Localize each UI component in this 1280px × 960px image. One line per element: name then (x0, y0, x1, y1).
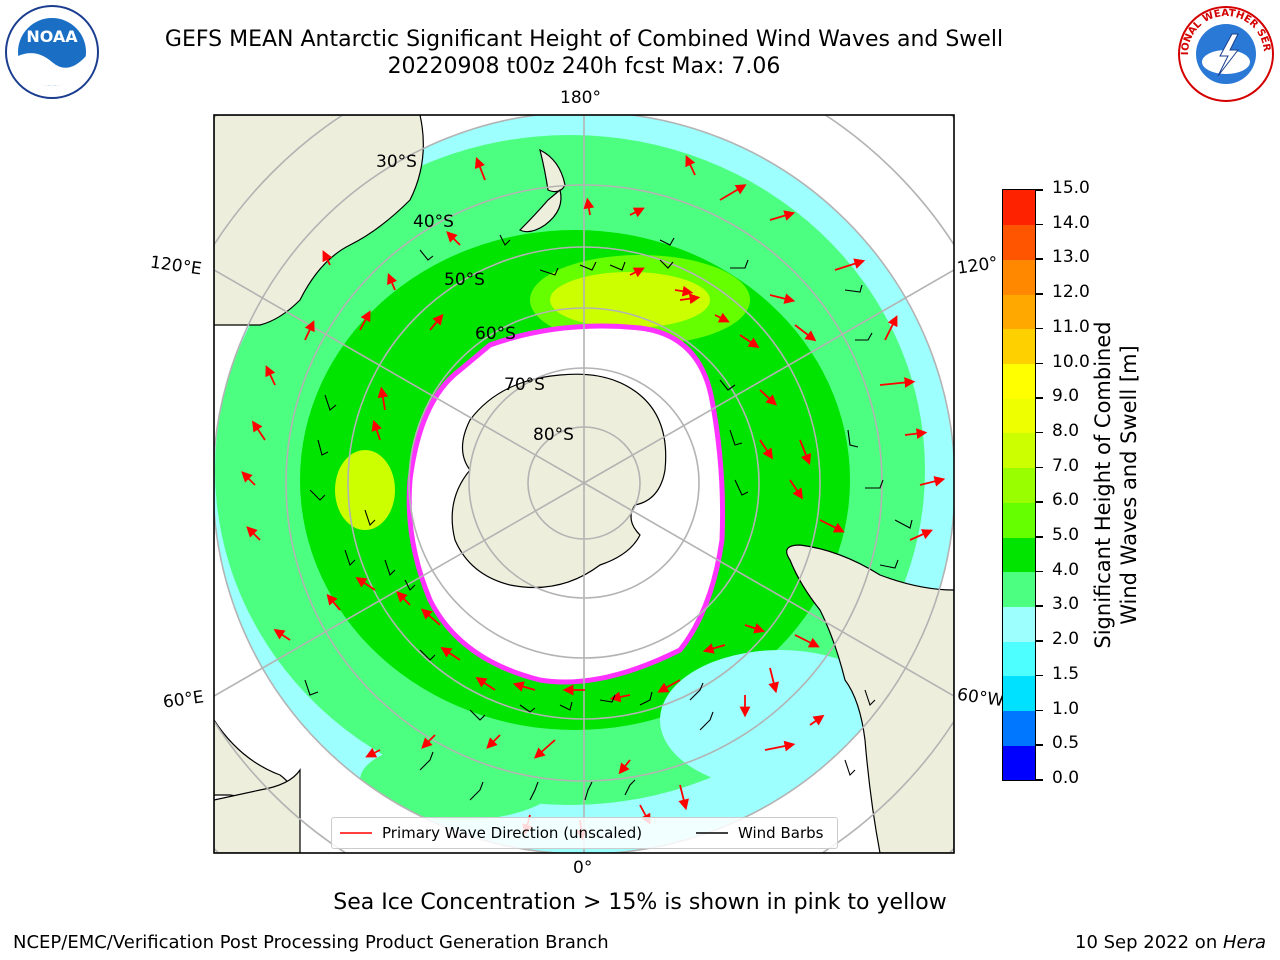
colorbar-tick-label: 0.0 (1052, 768, 1080, 788)
colorbar-segment (1003, 432, 1035, 469)
colorbar-segment (1003, 606, 1035, 642)
colorbar-segment (1003, 745, 1035, 781)
colorbar-tick-label: 0.5 (1052, 733, 1080, 754)
colorbar-tick-mark (1035, 779, 1043, 781)
colorbar-segment (1003, 537, 1035, 573)
colorbar-title-line2: Wind Waves and Swell [m] (1117, 345, 1141, 625)
nws-logo: NATIONAL WEATHER SERVICE (1176, 4, 1274, 102)
colorbar-tick-mark (1035, 362, 1043, 365)
colorbar-tick-label: 15.0 (1052, 178, 1090, 198)
colorbar-tick-mark (1035, 431, 1043, 434)
wave-direction-arrows (241, 155, 946, 841)
australia-landmass (214, 115, 424, 326)
wave-direction-legend-label: Primary Wave Direction (unscaled) (382, 824, 643, 842)
colorbar-segment (1003, 190, 1035, 226)
colorbar-tick-label: 7.0 (1052, 455, 1080, 476)
colorbar-segment (1003, 363, 1035, 399)
colorbar-tick-label: 3.0 (1052, 594, 1080, 615)
sea-ice-note: Sea Ice Concentration > 15% is shown in … (333, 890, 947, 915)
colorbar-segment (1003, 675, 1035, 712)
colorbar-tick-mark (1035, 605, 1043, 607)
colorbar-tick-label: 1.5 (1052, 663, 1080, 684)
colorbar-tick-mark (1035, 189, 1043, 191)
colorbar-segment (1003, 571, 1035, 607)
lat-label-60s: 60°S (475, 324, 516, 344)
colorbar-tick-mark (1035, 466, 1043, 469)
colorbar-segment (1003, 502, 1035, 538)
lat-label-30s: 30°S (376, 152, 417, 172)
colorbar-tick-label: 8.0 (1052, 420, 1080, 441)
lat-label-80s: 80°S (533, 425, 574, 445)
colorbar-segment (1003, 328, 1035, 365)
colorbar-tick-mark (1035, 293, 1043, 295)
colorbar-segment (1003, 259, 1035, 295)
colorbar-tick-mark (1035, 397, 1043, 399)
noaa-logo-text: NOAA (26, 27, 78, 46)
colorbar-title: Significant Height of Combined Wind Wave… (1090, 285, 1142, 685)
wave-direction-legend-line (340, 832, 372, 834)
lat-label-70s: 70°S (504, 375, 545, 395)
colorbar-tick-mark (1035, 258, 1043, 260)
chart-subtitle: 20220908 t00z 240h fcst Max: 7.06 (387, 54, 781, 79)
map-legend: Primary Wave Direction (unscaled) Wind B… (331, 817, 838, 849)
colorbar-tick-label: 12.0 (1052, 282, 1090, 303)
new-zealand-south-island (518, 188, 562, 233)
chart-title: GEFS MEAN Antarctic Significant Height o… (164, 27, 1004, 52)
colorbar-tick-mark (1035, 674, 1043, 677)
colorbar-title-line1: Significant Height of Combined (1091, 321, 1115, 649)
wind-barbs-legend-label: Wind Barbs (738, 824, 824, 842)
colorbar-tick-label: 2.0 (1052, 629, 1080, 650)
lat-label-40s: 40°S (413, 212, 454, 232)
colorbar-tick-label: 5.0 (1052, 525, 1080, 546)
colorbar-tick-mark (1035, 744, 1043, 746)
colorbar-tick-mark (1035, 536, 1043, 538)
antarctica-landmass (451, 373, 667, 589)
lon-label-180: 180° (560, 88, 601, 108)
colorbar-tick-mark (1035, 327, 1043, 330)
colorbar-tick-label: 6.0 (1052, 490, 1080, 511)
colorbar-tick-mark (1035, 570, 1043, 573)
colorbar-tick-label: 13.0 (1052, 247, 1090, 268)
colorbar-tick-label: 10.0 (1052, 351, 1090, 372)
colorbar-tick-mark (1035, 223, 1043, 226)
colorbar-segment (1003, 398, 1035, 434)
colorbar-segment (1003, 641, 1035, 677)
footer-host: Hera (1222, 932, 1266, 953)
lon-label-0: 0° (573, 858, 593, 878)
colorbar-segment (1003, 467, 1035, 503)
noaa-logo: NOAA (5, 5, 99, 99)
footer-date: 10 Sep 2022 on (1075, 932, 1223, 953)
footer-left: NCEP/EMC/Verification Post Processing Pr… (13, 932, 609, 953)
colorbar-tick-label: 11.0 (1052, 316, 1090, 337)
colorbar-tick-mark (1035, 501, 1043, 503)
africa-landmass (214, 768, 301, 853)
colorbar-segment (1003, 710, 1035, 746)
colorbar-tick-mark (1035, 640, 1043, 642)
colorbar-tick-label: 9.0 (1052, 386, 1080, 407)
colorbar-segment (1003, 224, 1035, 260)
colorbar-tick-mark (1035, 709, 1043, 712)
colorbar (1002, 189, 1036, 781)
lat-label-50s: 50°S (444, 270, 485, 290)
colorbar-tick-label: 1.0 (1052, 698, 1080, 719)
colorbar-segment (1003, 294, 1035, 330)
footer-right: 10 Sep 2022 on Hera (1075, 932, 1266, 953)
colorbar-tick-label: 14.0 (1052, 212, 1090, 233)
wind-barbs-legend-line (696, 832, 728, 834)
colorbar-tick-label: 4.0 (1052, 559, 1080, 580)
wind-barbs (304, 234, 913, 801)
